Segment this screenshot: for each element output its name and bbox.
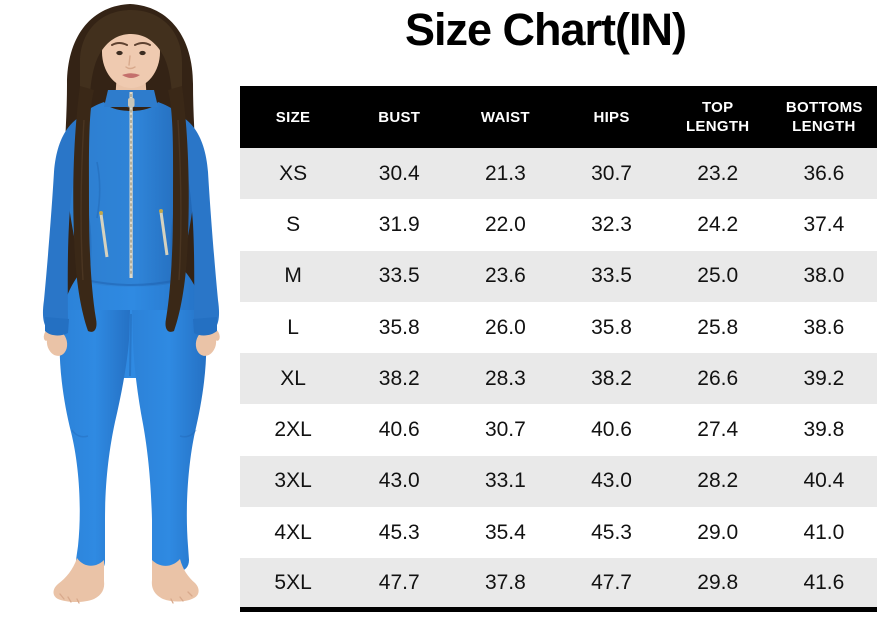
- cell-size: L: [287, 315, 299, 339]
- cell-size: 2XL: [274, 418, 312, 442]
- inner-thigh-shading: [129, 313, 132, 377]
- cell-waist: 35.4: [484, 520, 526, 544]
- table-row: 3XL 43.0 33.1 43.0 28.2 40.4: [240, 455, 877, 508]
- cell-bottoms-length: 37.4: [803, 212, 845, 236]
- column-header-top-length: TOP LENGTH: [685, 99, 750, 135]
- table-row: S 31.9 22.0 32.3 24.2 37.4: [240, 199, 877, 251]
- cell-bottoms-length: 38.6: [803, 315, 845, 339]
- cell-size: 5XL: [274, 570, 312, 594]
- cell-hips: 45.3: [591, 520, 632, 544]
- toes: [59, 591, 193, 604]
- cell-size: XL: [280, 366, 306, 390]
- table-row: XL 38.2 28.3 38.2 26.6 39.2: [240, 353, 877, 405]
- cell-hips: 30.7: [591, 161, 632, 185]
- cell-waist: 28.3: [484, 366, 526, 390]
- nose: [125, 55, 136, 70]
- cell-hips: 43.0: [591, 469, 632, 493]
- cell-bottoms-length: 40.4: [803, 469, 845, 493]
- cell-top-length: 26.6: [697, 366, 739, 390]
- model-leggings: [59, 266, 207, 571]
- cell-bottoms-length: 41.6: [803, 570, 845, 594]
- cell-size: 3XL: [274, 469, 312, 493]
- cell-top-length: 27.4: [697, 418, 739, 442]
- size-chart-table: SIZE BUST WAIST HIPS TOP LENGTH BOTTOMS …: [240, 86, 877, 613]
- cell-hips: 38.2: [591, 366, 632, 390]
- cell-hips: 47.7: [591, 570, 632, 594]
- cell-bust: 31.9: [378, 212, 420, 236]
- eye-left: [116, 50, 123, 56]
- lips: [122, 73, 140, 78]
- jacket-hem: [85, 279, 179, 286]
- cell-waist: 23.6: [484, 264, 526, 288]
- cell-bottoms-length: 36.6: [803, 161, 845, 185]
- column-header-bust: BUST: [378, 108, 421, 126]
- cell-waist: 37.8: [484, 570, 526, 594]
- cell-bust: 30.4: [378, 161, 420, 185]
- cell-bust: 45.3: [378, 520, 420, 544]
- eyebrow-right: [134, 42, 151, 46]
- cell-waist: 33.1: [484, 469, 526, 493]
- model-hair-front: [80, 10, 182, 144]
- model-photo: [0, 0, 250, 625]
- cell-top-length: 25.0: [697, 264, 739, 288]
- eyebrow-left: [111, 42, 128, 46]
- column-header-waist: WAIST: [480, 108, 530, 126]
- pocket-zippers: [99, 209, 169, 258]
- model-hands: [43, 317, 220, 356]
- cell-top-length: 29.0: [697, 520, 739, 544]
- cell-waist: 26.0: [484, 315, 526, 339]
- cell-size: XS: [279, 161, 308, 185]
- table-row: 4XL 45.3 35.4 45.3 29.0 41.0: [240, 507, 877, 559]
- jacket-zipper: [128, 92, 135, 278]
- cell-bottoms-length: 39.8: [803, 418, 845, 442]
- cell-bust: 38.2: [378, 366, 420, 390]
- cell-top-length: 25.8: [697, 315, 739, 339]
- table-row: 2XL 40.6 30.7 40.6 27.4 39.8: [240, 404, 877, 456]
- cell-size: M: [284, 264, 302, 288]
- size-chart-title: Size Chart(IN): [404, 4, 687, 55]
- cell-hips: 32.3: [591, 212, 632, 236]
- cell-waist: 21.3: [484, 161, 526, 185]
- cell-top-length: 29.8: [697, 570, 739, 594]
- cell-bust: 47.7: [378, 570, 420, 594]
- table-row: L 35.8 26.0 35.8 25.8 38.6: [240, 301, 877, 354]
- cell-bottoms-length: 38.0: [803, 264, 845, 288]
- cell-bust: 35.8: [378, 315, 420, 339]
- table-row: 5XL 47.7 37.8 47.7 29.8 41.6: [240, 558, 877, 610]
- table-row: M 33.5 23.6 33.5 25.0 38.0: [240, 250, 877, 302]
- column-header-bottoms-length: BOTTOMS LENGTH: [785, 99, 863, 135]
- table-row: XS 30.4 21.3 30.7 23.2 36.6: [240, 148, 877, 200]
- size-table-body: XS 30.4 21.3 30.7 23.2 36.6 S 31.9 22.0 …: [240, 148, 877, 610]
- cell-size: 4XL: [274, 520, 312, 544]
- cell-bust: 43.0: [378, 469, 420, 493]
- knee-shading: [71, 429, 197, 438]
- header-row: SIZE BUST WAIST HIPS TOP LENGTH BOTTOMS …: [240, 86, 877, 148]
- cell-hips: 35.8: [591, 315, 632, 339]
- column-header-size: SIZE: [275, 108, 311, 126]
- cell-top-length: 28.2: [697, 469, 739, 493]
- cell-waist: 30.7: [484, 418, 526, 442]
- model-figure: [42, 4, 220, 604]
- cell-top-length: 23.2: [697, 161, 739, 185]
- cell-bottoms-length: 39.2: [803, 366, 845, 390]
- cell-hips: 33.5: [591, 264, 632, 288]
- eye-right: [139, 50, 146, 56]
- cell-waist: 22.0: [484, 212, 526, 236]
- model-hair-strands: [73, 86, 189, 332]
- cell-bottoms-length: 41.0: [803, 520, 845, 544]
- size-table-header: SIZE BUST WAIST HIPS TOP LENGTH BOTTOMS …: [240, 86, 877, 148]
- cell-top-length: 24.2: [697, 212, 739, 236]
- model-feet: [53, 558, 199, 604]
- column-header-hips: HIPS: [593, 108, 630, 126]
- cell-bust: 33.5: [378, 264, 420, 288]
- cell-size: S: [286, 212, 301, 236]
- cell-hips: 40.6: [591, 418, 632, 442]
- cell-bust: 40.6: [378, 418, 420, 442]
